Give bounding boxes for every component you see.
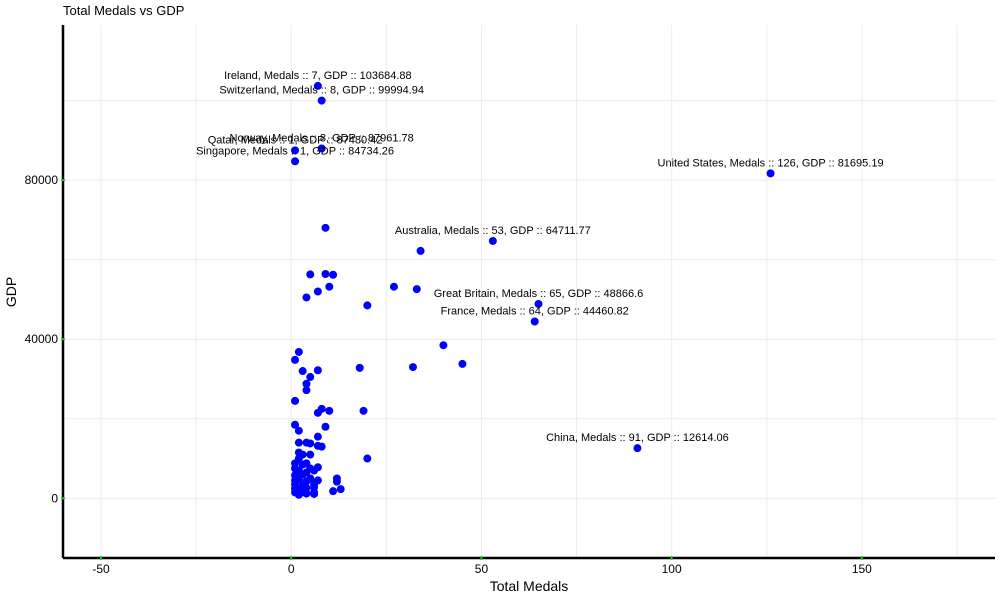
grid bbox=[63, 25, 995, 558]
data-point bbox=[302, 386, 311, 395]
data-point bbox=[329, 270, 338, 279]
data-point bbox=[313, 81, 322, 90]
data-point bbox=[291, 157, 300, 166]
x-tick-label: 150 bbox=[852, 562, 872, 576]
x-tick-label: -50 bbox=[92, 562, 110, 576]
point-annotation: Switzerland, Medals :: 8, GDP :: 99994.9… bbox=[219, 85, 424, 97]
data-point bbox=[294, 347, 303, 356]
data-point bbox=[325, 282, 334, 291]
x-tick-label: 50 bbox=[475, 562, 489, 576]
data-point bbox=[310, 489, 319, 498]
y-tick-label: 0 bbox=[51, 491, 58, 505]
data-point bbox=[306, 270, 315, 279]
data-point bbox=[458, 359, 467, 368]
data-point bbox=[302, 468, 311, 477]
point-annotation: Norway, Medals :: 8, GDP :: 87961.78 bbox=[230, 132, 414, 144]
chart-title: Total Medals vs GDP bbox=[63, 3, 184, 18]
x-axis-label: Total Medals bbox=[490, 578, 569, 594]
data-point bbox=[633, 444, 642, 453]
data-point bbox=[336, 485, 345, 494]
data-point bbox=[294, 426, 303, 435]
data-point bbox=[306, 439, 315, 448]
data-point bbox=[302, 293, 311, 302]
data-point bbox=[363, 301, 372, 310]
data-point bbox=[363, 454, 372, 463]
data-point bbox=[325, 406, 334, 415]
data-point bbox=[298, 367, 307, 376]
data-point bbox=[313, 366, 322, 375]
data-point bbox=[313, 432, 322, 441]
data-point bbox=[766, 169, 775, 178]
data-point bbox=[412, 285, 421, 294]
data-point bbox=[389, 282, 398, 291]
y-tick-label: 80000 bbox=[25, 173, 59, 187]
point-annotation: Australia, Medals :: 53, GDP :: 64711.77 bbox=[395, 225, 591, 237]
data-point bbox=[332, 477, 341, 486]
data-point bbox=[321, 269, 330, 278]
data-point bbox=[302, 379, 311, 388]
data-point bbox=[291, 420, 300, 429]
data-point bbox=[306, 474, 315, 483]
data-point bbox=[534, 299, 543, 308]
data-point bbox=[416, 246, 425, 255]
y-tick-label: 40000 bbox=[25, 332, 59, 346]
point-annotation: Ireland, Medals :: 7, GDP :: 103684.88 bbox=[224, 70, 412, 82]
data-point bbox=[530, 317, 539, 326]
y-axis-label: GDP bbox=[3, 277, 19, 307]
data-point bbox=[306, 450, 315, 459]
data-point bbox=[294, 490, 303, 499]
data-point bbox=[408, 363, 417, 372]
point-annotation: United States, Medals :: 126, GDP :: 816… bbox=[658, 157, 884, 169]
data-point bbox=[321, 422, 330, 431]
x-tick-label: 100 bbox=[662, 562, 682, 576]
x-tick-label: 0 bbox=[288, 562, 295, 576]
data-point bbox=[302, 489, 311, 498]
point-annotation: Qatar, Medals :: 1, GDP :: 87480.42 bbox=[208, 134, 383, 146]
point-annotations: United States, Medals :: 126, GDP :: 816… bbox=[196, 70, 883, 444]
data-point bbox=[359, 406, 368, 415]
data-point bbox=[488, 236, 497, 245]
point-annotation: Great Britain, Medals :: 65, GDP :: 4886… bbox=[434, 288, 644, 300]
data-point bbox=[355, 363, 364, 372]
data-point bbox=[317, 144, 326, 153]
data-point bbox=[313, 287, 322, 296]
data-point bbox=[291, 396, 300, 405]
data-points bbox=[291, 81, 775, 499]
data-point bbox=[294, 438, 303, 447]
data-point bbox=[291, 146, 300, 155]
data-point bbox=[439, 341, 448, 350]
data-point bbox=[291, 355, 300, 364]
axes: -50 0 50 100 150 0 40000 80000 bbox=[25, 25, 995, 576]
point-annotation: Singapore, Medals :: 1, GDP :: 84734.26 bbox=[196, 145, 394, 157]
data-point bbox=[329, 487, 338, 496]
point-annotation: France, Medals :: 64, GDP :: 44460.82 bbox=[441, 305, 629, 317]
data-point bbox=[321, 223, 330, 232]
data-point bbox=[313, 408, 322, 417]
data-point bbox=[306, 373, 315, 382]
point-annotation: China, Medals :: 91, GDP :: 12614.06 bbox=[546, 432, 729, 444]
data-point bbox=[317, 96, 326, 105]
data-point bbox=[317, 442, 326, 451]
data-point bbox=[310, 466, 319, 475]
